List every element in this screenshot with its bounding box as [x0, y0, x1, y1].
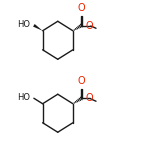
- Text: HO: HO: [17, 20, 30, 29]
- Text: O: O: [78, 3, 85, 13]
- Text: O: O: [86, 93, 93, 104]
- Text: HO: HO: [17, 93, 30, 102]
- Text: O: O: [86, 21, 93, 31]
- Text: O: O: [78, 76, 85, 86]
- Polygon shape: [33, 24, 43, 31]
